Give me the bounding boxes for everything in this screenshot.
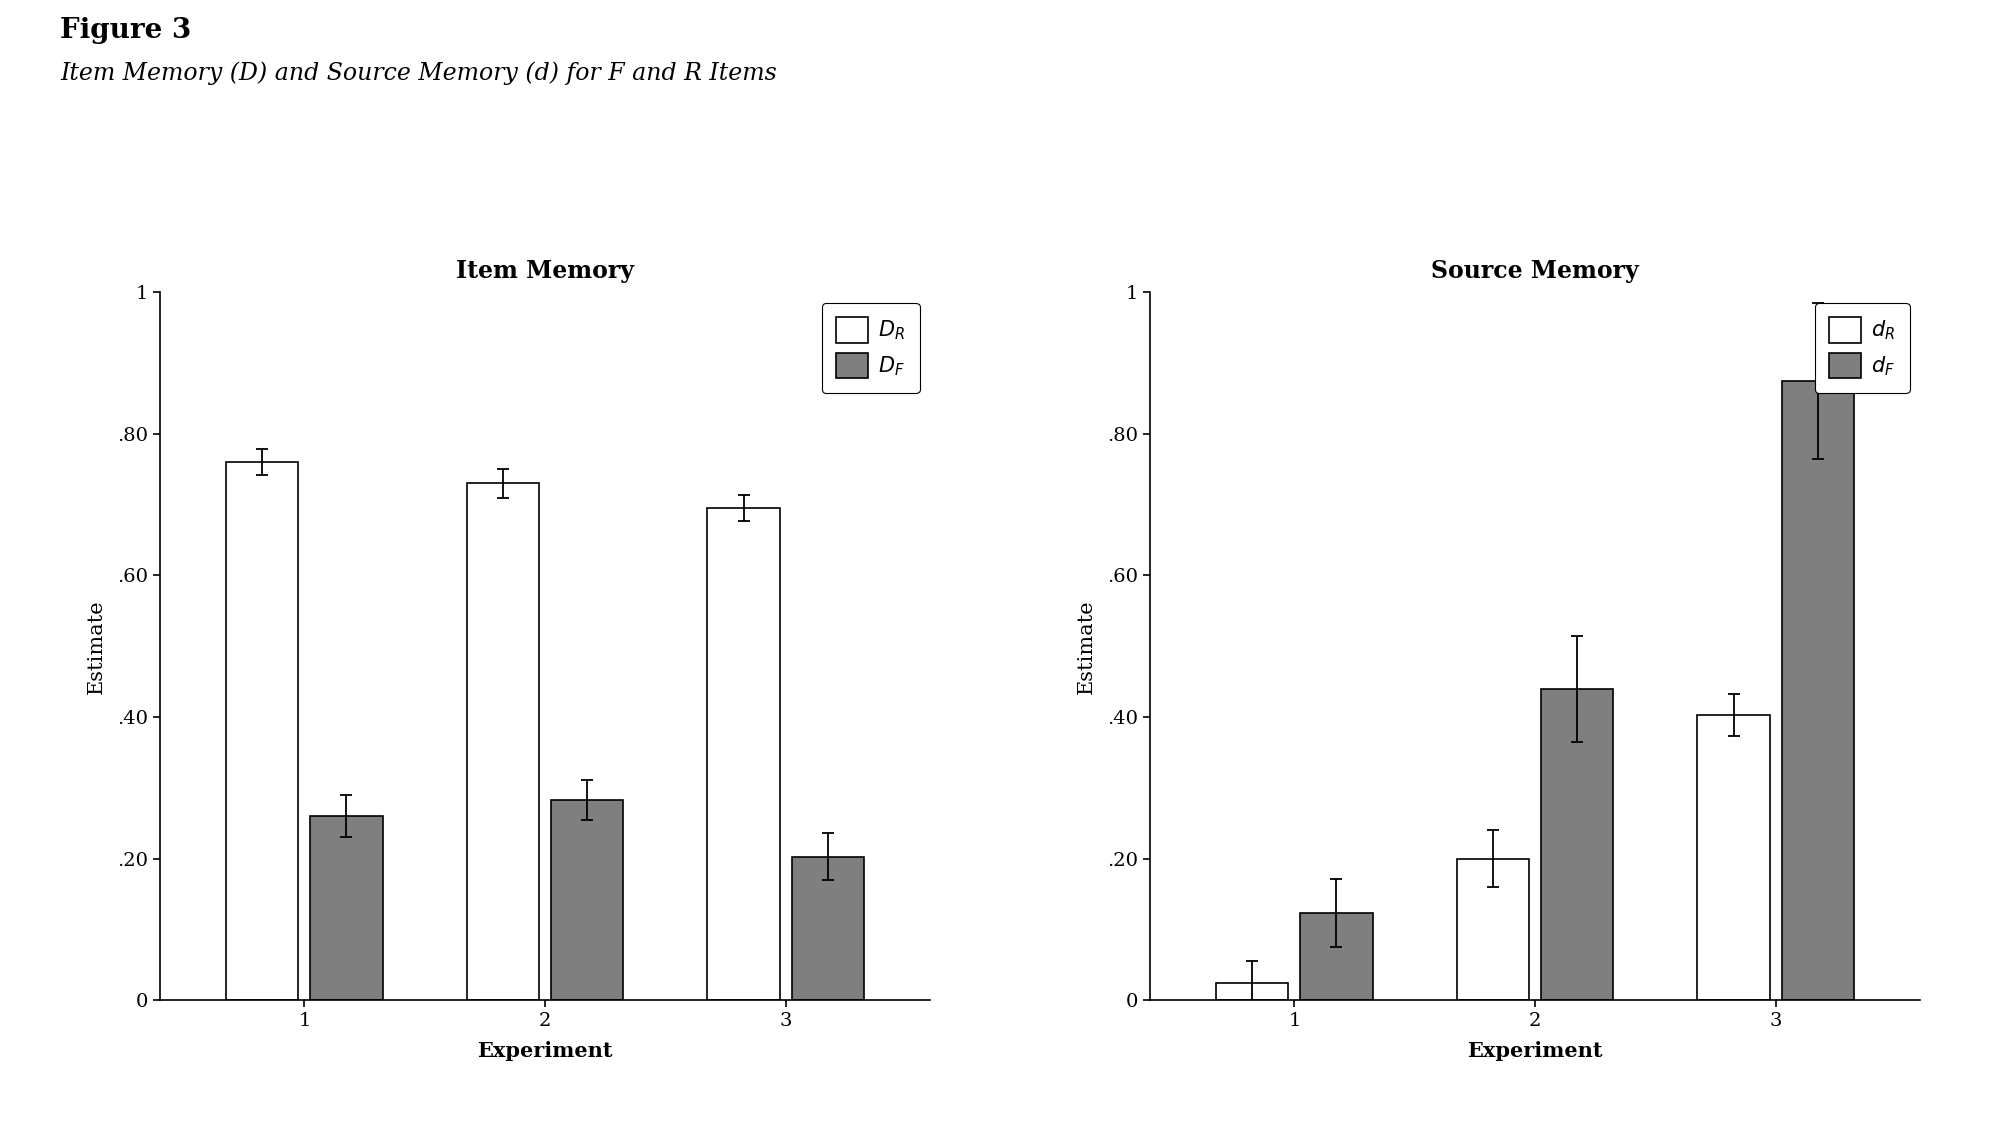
Y-axis label: Estimate: Estimate <box>1078 599 1096 694</box>
Bar <box>1456 859 1528 1000</box>
Text: Item Memory (D) and Source Memory (d) for F and R Items: Item Memory (D) and Source Memory (d) fo… <box>60 62 776 85</box>
Bar <box>708 508 780 1000</box>
Title: Source Memory: Source Memory <box>1432 260 1638 283</box>
Bar <box>792 856 864 1000</box>
Legend: $D_R$, $D_F$: $D_R$, $D_F$ <box>822 302 920 393</box>
Bar <box>552 800 624 1000</box>
Bar <box>226 462 298 1000</box>
Bar <box>1216 982 1288 1000</box>
Bar <box>1698 715 1770 1000</box>
X-axis label: Experiment: Experiment <box>478 1041 612 1061</box>
Y-axis label: Estimate: Estimate <box>88 599 106 694</box>
Title: Item Memory: Item Memory <box>456 260 634 283</box>
Text: Figure 3: Figure 3 <box>60 17 192 44</box>
Legend: $d_R$, $d_F$: $d_R$, $d_F$ <box>1814 302 1910 393</box>
Bar <box>1300 914 1372 1000</box>
Bar <box>310 816 382 1000</box>
Bar <box>1782 381 1854 1000</box>
Bar <box>1542 689 1614 1000</box>
Bar <box>466 483 538 1000</box>
X-axis label: Experiment: Experiment <box>1468 1041 1602 1061</box>
